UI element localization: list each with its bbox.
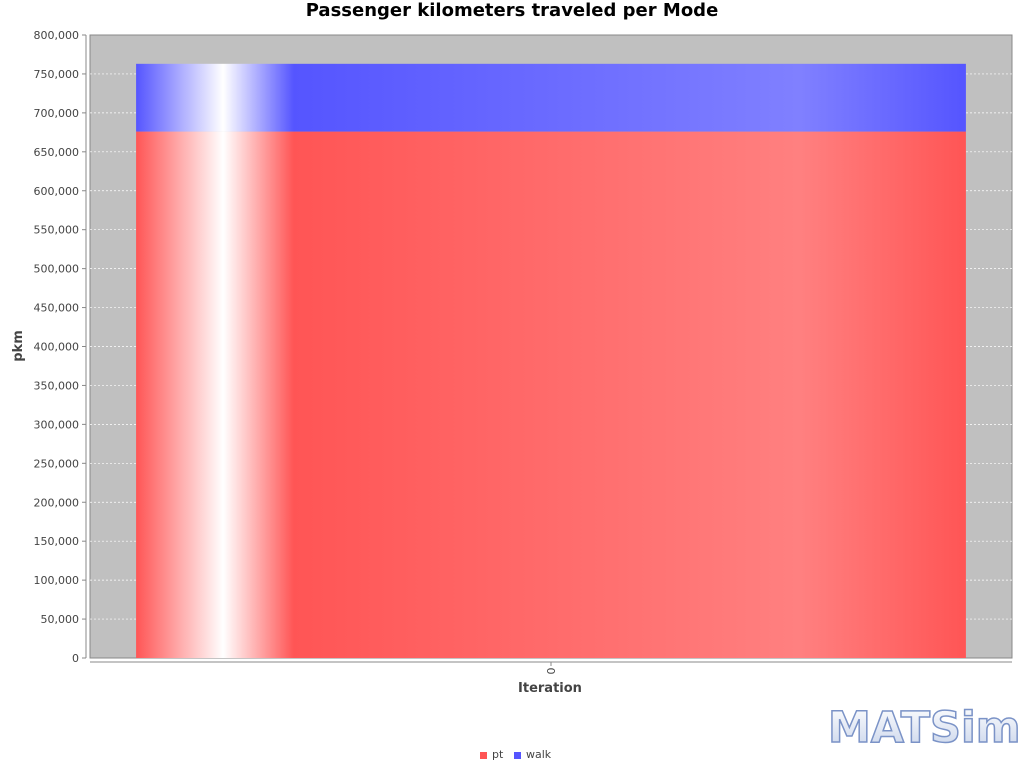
y-tick-label: 200,000 <box>34 496 80 509</box>
x-axis-ticks: 0 <box>545 662 558 675</box>
legend-label-walk: walk <box>526 748 552 761</box>
matsim-logo-text: MATSim <box>828 703 1021 753</box>
y-tick-label: 350,000 <box>34 379 80 392</box>
y-tick-label: 0 <box>72 652 79 665</box>
y-tick-label: 800,000 <box>34 29 80 42</box>
y-axis-ticks: 0 50,000 100,000 150,000 200,000 250,000 300,0… <box>34 29 86 665</box>
y-tick-label: 150,000 <box>34 535 80 548</box>
bar-pt-0 <box>136 131 966 658</box>
y-tick-label: 300,000 <box>34 418 80 431</box>
y-tick-label: 750,000 <box>34 68 80 81</box>
bars <box>136 63 966 658</box>
legend-swatch-pt <box>480 752 487 759</box>
y-tick-label: 400,000 <box>34 341 80 354</box>
bar-walk-0 <box>136 63 966 132</box>
y-tick-label: 50,000 <box>41 613 80 626</box>
legend-swatch-walk <box>514 752 521 759</box>
y-tick-label: 450,000 <box>34 302 80 315</box>
legend: pt walk <box>480 748 552 761</box>
legend-label-pt: pt <box>492 748 504 761</box>
y-tick-label: 550,000 <box>34 224 80 237</box>
y-tick-label: 600,000 <box>34 185 80 198</box>
y-tick-label: 700,000 <box>34 107 80 120</box>
y-tick-label: 500,000 <box>34 263 80 276</box>
matsim-logo: MATSim <box>827 702 1021 754</box>
y-tick-label: 250,000 <box>34 457 80 470</box>
chart-title: Passenger kilometers traveled per Mode <box>306 0 719 21</box>
x-axis-title: Iteration <box>518 681 582 696</box>
y-tick-label: 650,000 <box>34 146 80 159</box>
x-tick-label: 0 <box>545 668 558 675</box>
y-axis-title: pkm <box>11 330 26 362</box>
y-tick-label: 100,000 <box>34 574 80 587</box>
